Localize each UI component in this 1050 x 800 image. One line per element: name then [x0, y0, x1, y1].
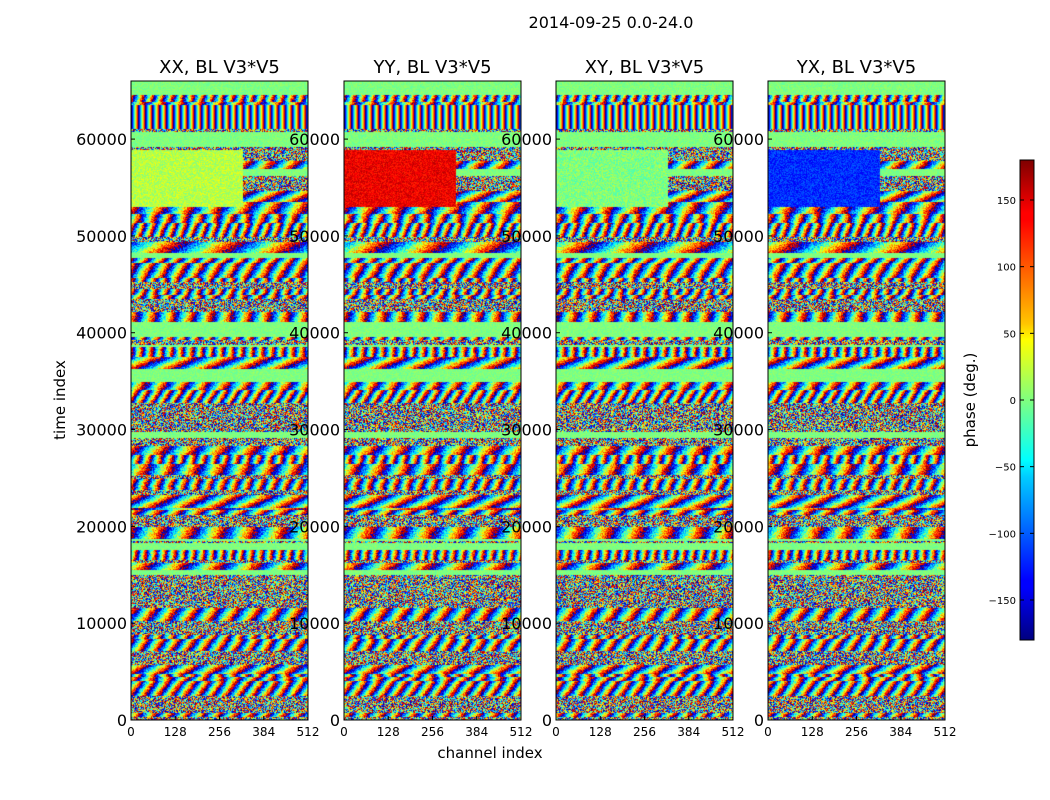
colorbar-tick-label: −100 — [989, 529, 1016, 540]
y-tick-label: 10000 — [76, 614, 127, 633]
colorbar-tick-label: −50 — [995, 463, 1016, 474]
colorbar-tick-label: 50 — [1003, 329, 1016, 340]
x-tick-label: 0 — [764, 725, 772, 739]
panel-2: XY, BL V3*V5 0 128 256 384 512 0 10000 20000 3000… — [501, 57, 744, 739]
panel-1: YY, BL V3*V5 0 128 256 384 512 0 10000 20000 3000… — [289, 57, 532, 739]
y-tick-label: 60000 — [289, 130, 340, 149]
panel-3: YX, BL V3*V5 0 128 256 384 512 0 10000 20000 3000… — [713, 57, 956, 739]
y-tick-label: 10000 — [289, 614, 340, 633]
y-tick-label: 30000 — [713, 421, 764, 440]
y-tick-label: 20000 — [713, 517, 764, 536]
panel-title: YY, BL V3*V5 — [372, 57, 491, 78]
x-tick-label: 0 — [127, 725, 135, 739]
y-tick-label: 30000 — [501, 421, 552, 440]
y-tick-label: 10000 — [501, 614, 552, 633]
x-tick-label: 0 — [340, 725, 348, 739]
y-tick-label: 30000 — [289, 421, 340, 440]
x-tick-label: 384 — [252, 725, 275, 739]
colorbar-ticks: −150 −100 −50 0 50 100 150 — [989, 196, 1034, 607]
x-tick-label: 128 — [801, 725, 824, 739]
colorbar-tick-label: −150 — [989, 596, 1016, 607]
x-tick-label: 384 — [889, 725, 912, 739]
y-tick-label: 40000 — [713, 324, 764, 343]
y-tick-label: 60000 — [76, 130, 127, 149]
y-tick-label: 40000 — [289, 324, 340, 343]
colorbar-tick-label: 100 — [997, 263, 1016, 274]
x-tick-label: 512 — [722, 725, 745, 739]
y-tick-label: 30000 — [76, 421, 127, 440]
y-tick-label: 50000 — [501, 227, 552, 246]
x-tick-label: 384 — [465, 725, 488, 739]
x-tick-label: 128 — [164, 725, 187, 739]
x-tick-label: 256 — [208, 725, 231, 739]
y-tick-label: 0 — [542, 711, 552, 730]
y-tick-label: 50000 — [76, 227, 127, 246]
y-tick-label: 20000 — [76, 517, 127, 536]
panel-title: YX, BL V3*V5 — [796, 57, 916, 78]
phase-heatmap — [344, 81, 521, 720]
x-tick-label: 256 — [421, 725, 444, 739]
x-tick-label: 384 — [677, 725, 700, 739]
x-tick-label: 256 — [845, 725, 868, 739]
x-tick-label: 128 — [377, 725, 400, 739]
heatmap-container — [344, 81, 521, 720]
y-tick-label: 0 — [117, 711, 127, 730]
heatmap-container — [556, 81, 733, 720]
y-tick-label: 60000 — [713, 130, 764, 149]
panel-title: XX, BL V3*V5 — [159, 57, 280, 78]
colorbar-tick-label: 150 — [997, 196, 1016, 207]
x-tick-label: 256 — [633, 725, 656, 739]
x-tick-label: 512 — [297, 725, 320, 739]
y-tick-label: 10000 — [713, 614, 764, 633]
panel-0: XX, BL V3*V5 0 128 256 384 512 0 10000 20000 3000… — [76, 57, 319, 739]
colorbar-tick-label: 0 — [1010, 396, 1016, 407]
y-axis-label: time index — [51, 360, 69, 440]
y-tick-label: 50000 — [713, 227, 764, 246]
colorbar: −150 −100 −50 0 50 100 150 phase (deg.) — [961, 159, 1035, 641]
y-tick-label: 60000 — [501, 130, 552, 149]
x-tick-label: 0 — [552, 725, 560, 739]
x-tick-label: 512 — [934, 725, 957, 739]
y-tick-label: 20000 — [289, 517, 340, 536]
phase-heatmap — [556, 81, 733, 720]
figure-suptitle: 2014-09-25 0.0-24.0 — [529, 13, 694, 32]
heatmap-container — [768, 81, 945, 720]
y-tick-label: 0 — [754, 711, 764, 730]
y-tick-label: 20000 — [501, 517, 552, 536]
colorbar-label: phase (deg.) — [961, 353, 979, 448]
y-tick-label: 40000 — [501, 324, 552, 343]
phase-heatmap — [768, 81, 945, 720]
heatmap-container — [131, 81, 308, 720]
phase-heatmap — [131, 81, 308, 720]
x-tick-label: 512 — [510, 725, 533, 739]
x-axis-label: channel index — [437, 744, 542, 762]
panels-group: XX, BL V3*V5 0 128 256 384 512 0 10000 20000 3000… — [76, 57, 956, 739]
x-tick-label: 128 — [589, 725, 612, 739]
panel-title: XY, BL V3*V5 — [585, 57, 704, 78]
y-tick-label: 40000 — [76, 324, 127, 343]
y-tick-label: 0 — [330, 711, 340, 730]
y-tick-label: 50000 — [289, 227, 340, 246]
